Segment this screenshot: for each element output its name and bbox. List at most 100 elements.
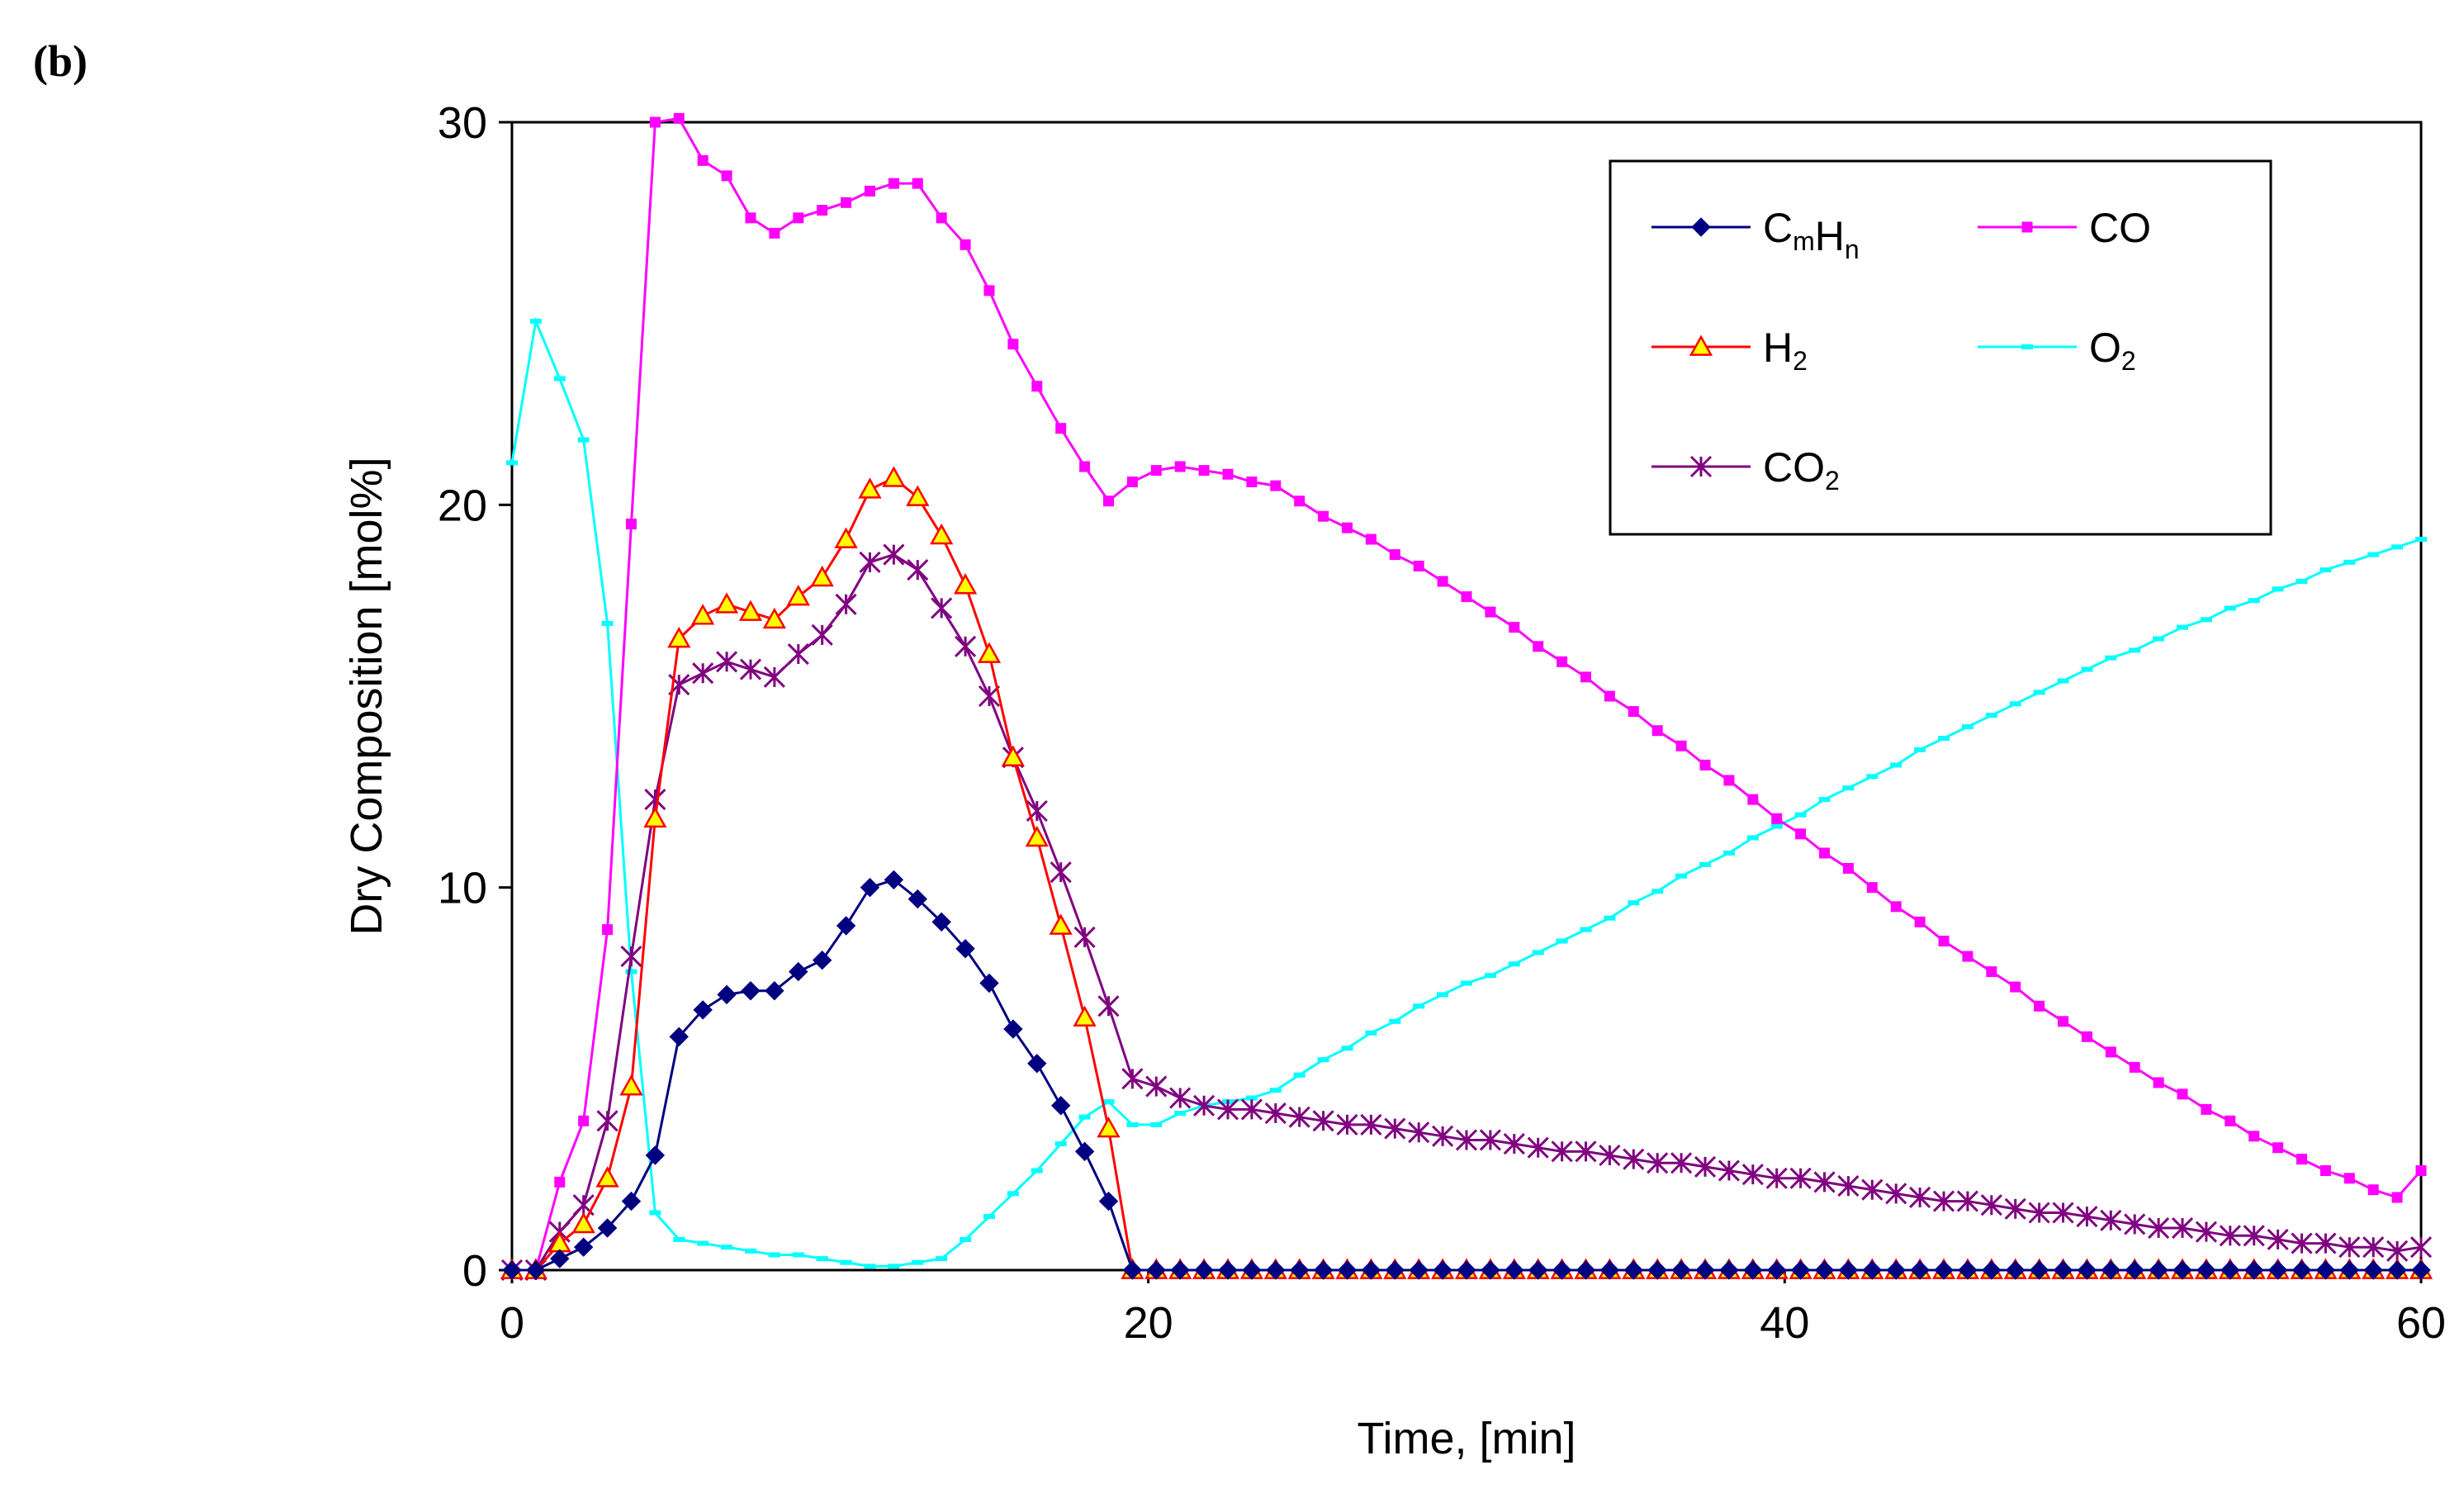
point-o2 <box>2343 559 2356 565</box>
point-cmhn <box>765 981 784 1001</box>
point-co2 <box>1885 1183 1907 1205</box>
point-cmhn <box>1074 1141 1095 1162</box>
point-co2 <box>1073 926 1096 948</box>
point-cmhn <box>2363 1260 2383 1280</box>
point-co2 <box>1288 1106 1310 1128</box>
point-co <box>2010 981 2021 993</box>
point-o2 <box>1532 950 1544 955</box>
point-co2 <box>1312 1110 1334 1132</box>
point-o2 <box>2319 567 2332 573</box>
point-co <box>1389 549 1400 561</box>
point-co <box>2081 1031 2092 1042</box>
point-cmhn <box>1457 1260 1476 1280</box>
series-o2 <box>506 316 2427 1269</box>
point-cmhn <box>1910 1260 1930 1280</box>
point-co2 <box>2386 1240 2409 1262</box>
legend-label: CO2 <box>1763 444 1840 495</box>
point-o2 <box>840 1259 852 1265</box>
legend-entry-cmhn: CmHn <box>1651 205 1860 264</box>
point-o2 <box>1604 915 1616 921</box>
point-cmhn <box>1790 1260 1811 1280</box>
y-tick-label: 30 <box>438 98 487 148</box>
point-co <box>1318 510 1329 522</box>
point-o2 <box>792 1252 804 1258</box>
point-co <box>1557 656 1568 667</box>
point-co <box>888 178 899 189</box>
point-co2 <box>1145 1075 1168 1098</box>
point-co <box>1509 622 1520 633</box>
legend-label: H2 <box>1763 325 1808 376</box>
point-cmhn <box>502 1260 522 1280</box>
point-h2 <box>1073 1005 1097 1027</box>
point-co2 <box>1455 1129 1478 1151</box>
legend-label: CO <box>2089 205 2151 251</box>
legend-entry-o2: O2 <box>1978 325 2136 376</box>
legend-marker <box>2021 344 2033 349</box>
legend-entry-co: CO <box>1978 205 2151 251</box>
point-co <box>1819 847 1830 859</box>
point-o2 <box>1675 873 1688 879</box>
point-co <box>1342 522 1353 533</box>
point-co2 <box>1408 1121 1430 1144</box>
point-o2 <box>1007 1191 1019 1197</box>
point-co <box>745 212 756 224</box>
point-co <box>1222 468 1234 480</box>
point-o2 <box>1699 861 1711 867</box>
point-cmhn <box>2267 1260 2288 1280</box>
point-co2 <box>1575 1140 1597 1163</box>
x-tick-label: 0 <box>500 1298 524 1348</box>
legend-subscript: 2 <box>2121 346 2136 376</box>
point-co2 <box>2100 1209 2122 1231</box>
point-co <box>1174 461 1186 472</box>
point-o2 <box>960 1236 972 1242</box>
panel-label: (b) <box>33 36 88 86</box>
point-o2 <box>1031 1168 1043 1173</box>
point-cmhn <box>2149 1260 2168 1280</box>
point-o2 <box>625 969 637 974</box>
point-cmhn <box>2196 1260 2216 1280</box>
point-o2 <box>1150 1121 1163 1127</box>
point-o2 <box>697 1240 709 1246</box>
point-cmhn <box>2339 1260 2360 1280</box>
point-cmhn <box>1695 1260 1715 1280</box>
point-o2 <box>2033 690 2045 695</box>
legend-text: H <box>1815 213 1845 259</box>
point-co2 <box>955 635 977 657</box>
point-co2 <box>2410 1236 2433 1259</box>
point-o2 <box>1508 961 1520 967</box>
y-tick-label: 10 <box>438 864 487 913</box>
point-co2 <box>1097 995 1120 1017</box>
point-co <box>2201 1103 2212 1115</box>
point-o2 <box>1866 774 1879 780</box>
point-o2 <box>1914 747 1926 752</box>
point-o2 <box>2224 605 2236 611</box>
point-cmhn <box>1481 1260 1500 1280</box>
series-co <box>506 112 2427 1276</box>
point-cmhn <box>979 973 999 993</box>
point-co <box>2105 1046 2116 1058</box>
point-co2 <box>596 1110 618 1132</box>
point-co2 <box>2171 1216 2194 1240</box>
point-co <box>912 178 923 189</box>
point-cmhn <box>907 889 928 909</box>
point-cmhn <box>741 981 761 1001</box>
point-co <box>1103 495 1114 507</box>
legend-entry-h2: H2 <box>1651 325 1808 376</box>
point-o2 <box>888 1264 900 1269</box>
point-co <box>1461 591 1472 603</box>
point-o2 <box>2009 701 2021 707</box>
point-co <box>697 154 708 166</box>
point-co <box>2129 1061 2140 1073</box>
point-co <box>960 239 971 250</box>
point-cmhn <box>1289 1260 1310 1280</box>
point-o2 <box>2153 636 2165 642</box>
point-o2 <box>864 1264 876 1269</box>
point-co2 <box>2124 1213 2146 1235</box>
point-co <box>2225 1115 2236 1126</box>
legend-text: C <box>1763 205 1793 251</box>
point-cmhn <box>1766 1260 1787 1280</box>
point-co <box>2367 1184 2379 1196</box>
point-co2 <box>835 593 857 615</box>
point-cmhn <box>2005 1260 2026 1280</box>
point-co2 <box>1384 1117 1406 1140</box>
